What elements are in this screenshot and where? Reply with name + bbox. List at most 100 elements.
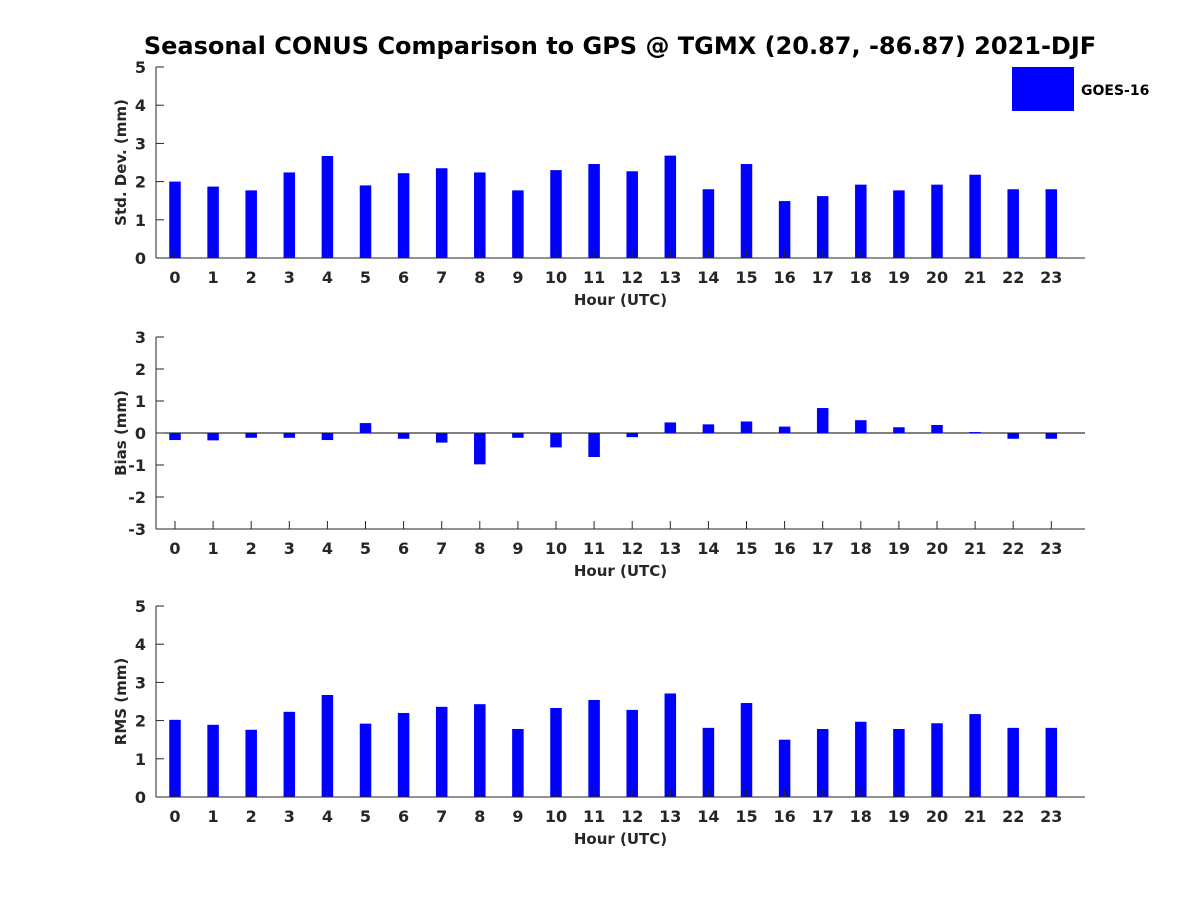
rms-x-tick-label: 5 [360,807,371,826]
std-dev-x-tick-label: 15 [735,268,757,287]
rms-bar [702,727,715,797]
std-dev-bar [740,164,753,258]
bias-x-tick-label: 5 [360,539,371,558]
std-dev-x-tick-label: 11 [583,268,605,287]
bias-y-axis-label: Bias (mm) [112,390,130,476]
rms-x-tick-label: 14 [697,807,719,826]
bias-x-tick-label: 7 [436,539,447,558]
std-dev-x-tick-label: 3 [284,268,295,287]
legend-label: GOES-16 [1081,83,1149,99]
rms-bar [626,709,638,797]
rms-y-tick-label: 0 [135,788,146,807]
bias-bar [321,433,334,441]
bias-y-tick-label: -1 [128,456,146,475]
rms-x-tick-label: 8 [474,807,485,826]
rms-x-tick-label: 7 [436,807,447,826]
rms-x-tick-label: 13 [659,807,681,826]
rms-y-axis-label: RMS (mm) [112,658,130,745]
bias-bar [435,433,448,443]
rms-bar [245,729,257,797]
std-dev-x-tick-label: 2 [246,268,257,287]
bias-x-tick-label: 6 [398,539,409,558]
std-dev-bar [474,172,486,258]
rms-x-tick-label: 0 [169,807,180,826]
rms-x-tick-label: 18 [850,807,872,826]
std-dev-y-tick-label: 1 [135,211,146,230]
std-dev-y-tick-label: 2 [135,173,146,192]
std-dev-bar [664,155,677,258]
legend-swatch [1012,67,1074,111]
rms-x-tick-label: 20 [926,807,948,826]
rms-x-tick-label: 22 [1002,807,1024,826]
std-dev-x-tick-label: 10 [545,268,567,287]
std-dev-bar [1007,189,1019,258]
bias-x-tick-label: 11 [583,539,605,558]
bias-x-tick-label: 23 [1040,539,1062,558]
std-dev-y-tick-label: 4 [135,96,146,115]
std-dev-bar [855,184,867,258]
bias-y-tick-label: -2 [128,488,146,507]
bias-y-tick-label: -3 [128,520,146,539]
rms-bar [321,695,334,797]
rms-bar [359,723,372,797]
bias-x-tick-label: 1 [208,539,219,558]
std-dev-x-tick-label: 22 [1002,268,1024,287]
bias-x-tick-label: 17 [812,539,834,558]
rms-y-tick-label: 1 [135,750,146,769]
std-dev-y-tick-label: 3 [135,134,146,153]
rms-bar [855,721,867,797]
rms-bar [435,706,448,797]
std-dev-y-tick-label: 0 [135,249,146,268]
std-dev-bar [169,181,181,258]
rms-bar [1007,727,1019,797]
rms-bar [1045,727,1058,797]
rms-x-tick-label: 19 [888,807,910,826]
std-dev-bar [550,170,562,258]
rms-bar [969,714,981,797]
std-dev-bar [931,184,943,258]
bias-x-tick-label: 0 [169,539,180,558]
bias-x-tick-label: 18 [850,539,872,558]
bias-bar [931,425,943,433]
rms-bar [550,707,562,797]
std-dev-bar [588,164,600,258]
rms-x-tick-label: 16 [773,807,795,826]
std-dev-bar [816,196,829,258]
std-dev-x-tick-label: 18 [850,268,872,287]
bias-y-tick-label: 3 [135,328,146,347]
bias-y-tick-label: 0 [135,424,146,443]
std-dev-x-tick-label: 14 [697,268,719,287]
bias-x-tick-label: 2 [246,539,257,558]
std-dev-x-tick-label: 7 [436,268,447,287]
std-dev-x-tick-label: 16 [773,268,795,287]
bias-x-tick-label: 9 [512,539,523,558]
std-dev-bar [359,185,372,258]
bias-bar [512,433,524,438]
rms-bar [816,729,829,797]
std-dev-x-tick-label: 23 [1040,268,1062,287]
bias-bar [283,433,296,438]
legend: GOES-16 [1012,67,1149,111]
bias-x-tick-label: 12 [621,539,643,558]
std-dev-bar [778,201,791,258]
rms-x-tick-label: 15 [735,807,757,826]
std-dev-bar [512,190,524,258]
std-dev-y-axis-label: Std. Dev. (mm) [112,99,130,226]
std-dev-x-tick-label: 5 [360,268,371,287]
std-dev-x-tick-label: 0 [169,268,180,287]
std-dev-x-tick-label: 6 [398,268,409,287]
rms-bar [397,712,410,797]
rms-bar [588,699,600,797]
bias-x-tick-label: 8 [474,539,485,558]
chart-title: Seasonal CONUS Comparison to GPS @ TGMX … [144,32,1096,60]
rms-x-tick-label: 9 [512,807,523,826]
bias-bar [855,420,867,433]
rms-x-tick-label: 2 [246,807,257,826]
std-dev-x-tick-label: 12 [621,268,643,287]
rms-x-tick-label: 23 [1040,807,1062,826]
rms-bar [169,719,181,797]
rms-x-tick-label: 21 [964,807,986,826]
std-dev-x-tick-label: 19 [888,268,910,287]
